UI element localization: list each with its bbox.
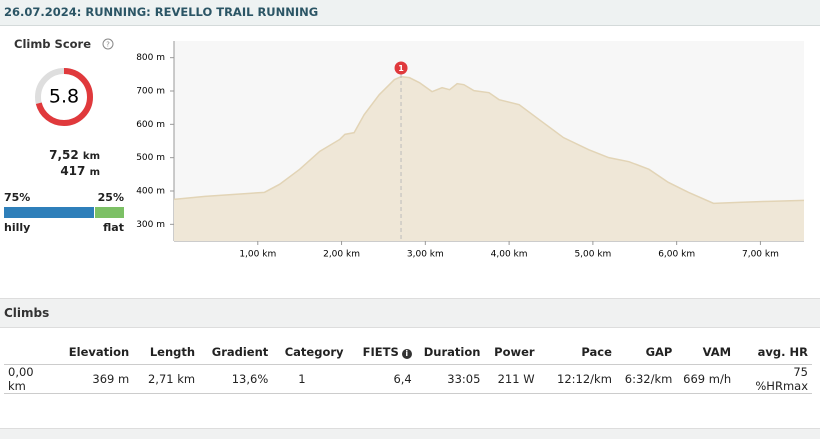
header-cell: VAM (702, 345, 732, 359)
header-title: 26.07.2024: RUNNING: REVELLO TRAIL RUNNI… (4, 5, 319, 19)
distance: 7,52 km (30, 148, 100, 162)
x-tick-label: 2,00 km (323, 250, 360, 260)
table-header: Elevation Length Gradient Category FIETS i Dur… (4, 340, 812, 365)
table-cell: 13,6% (199, 364, 273, 394)
terrain-bar (4, 207, 94, 218)
footer-bar (0, 428, 820, 439)
table-cell: 2,71 km (133, 364, 200, 394)
distance-value: 7,52 (49, 148, 79, 162)
x-tick-label: 3,00 km (407, 250, 444, 260)
header-cell: Length (149, 345, 196, 359)
table-cell: 211 W (484, 364, 539, 394)
terrain-label: hilly (4, 221, 31, 234)
table-row: 0,00 km 369 m 2,71 km 13,6% 1 6,4 33:05 211 W 12… (4, 364, 812, 394)
terrain-pct: 25% (97, 191, 124, 204)
header-cell: Pace (581, 345, 612, 359)
x-tick-label: 4,00 km (491, 250, 528, 260)
terrain-label: flat (103, 221, 124, 234)
header-cell: Category (284, 345, 344, 359)
climb-score-label: Climb Score (14, 37, 92, 51)
table-cell: 6,4 (347, 364, 416, 394)
header-cell (4, 340, 58, 365)
elevation-line (173, 75, 805, 205)
table-cell: 669 m/h (676, 364, 736, 394)
y-tick-label: 800 m (136, 53, 165, 63)
header-cell: GAP (645, 345, 673, 359)
header-cell: Duration (423, 345, 481, 359)
y-tick-label: 700 m (136, 87, 165, 97)
x-tick-label: 1,00 km (239, 250, 276, 260)
terrain: 75% hilly 25% flat (4, 190, 124, 235)
header-cell: avg. HR (757, 345, 808, 359)
y-tick-label: 400 m (136, 187, 165, 197)
table-cell: 369 m (57, 364, 134, 394)
climb-marker[interactable] (394, 61, 408, 75)
elevation-value: 417 (60, 164, 86, 178)
climb-marker-label: 1 (398, 64, 404, 73)
info-icon[interactable]: i (401, 349, 412, 359)
terrain-pct: 75% (4, 191, 31, 204)
header: 26.07.2024: RUNNING: REVELLO TRAIL RUNNI… (0, 0, 820, 26)
climbs-table: Elevation Length Gradient Category FIETS i Dur… (4, 340, 812, 394)
elevation-unit: m (89, 167, 100, 178)
climbs-title: Climbs (4, 306, 50, 320)
header-cell: Power (494, 345, 535, 359)
header-cell: Elevation (68, 345, 130, 359)
help-icon[interactable] (102, 38, 114, 50)
y-tick-label: 600 m (136, 120, 165, 130)
x-tick-label: 7,00 km (742, 250, 779, 260)
score-arc (35, 68, 93, 126)
header-cell: Gradient (211, 345, 269, 359)
table-cell: 75 %HRmax (735, 364, 812, 394)
chart: 5.8 ? 300 m 400 m 500 m 600 m 700 m 800 m 1,00… (35, 38, 805, 260)
elevation: 417 m (30, 164, 100, 178)
help-icon-mark: ? (106, 41, 110, 49)
table-body: 0,00 km 369 m 2,71 km 13,6% 1 6,4 33:05 211 W 12… (4, 364, 812, 394)
terrain-bar (95, 207, 124, 218)
table-cell: 0,00 km (4, 364, 58, 394)
distance-unit: km (82, 151, 100, 162)
climbs-header: Climbs (0, 298, 820, 328)
table-cell: 1 (272, 364, 348, 394)
header-cell: FIETS i (348, 340, 416, 365)
elevation-area (174, 76, 804, 242)
table-cell: 6:32/km (615, 364, 677, 394)
table-cell: 33:05 (415, 364, 485, 394)
x-tick-label: 6,00 km (658, 250, 695, 260)
table-cell: 12:12/km (538, 364, 616, 394)
y-tick-label: 500 m (136, 153, 165, 163)
y-tick-label: 300 m (136, 220, 165, 230)
climb-score: 5.8 (49, 86, 79, 108)
x-tick-label: 5,00 km (574, 250, 611, 260)
